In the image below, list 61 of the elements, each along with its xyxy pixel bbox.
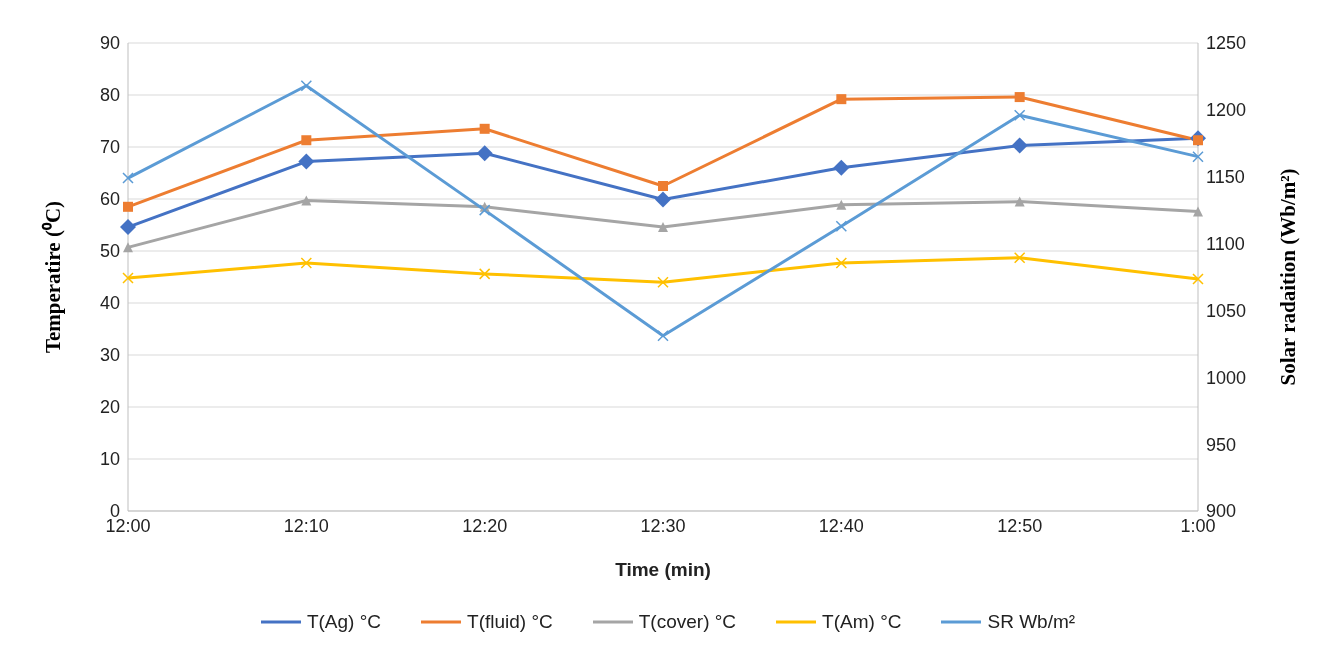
point [122, 272, 134, 284]
y2-tick-label: 1150 [1206, 167, 1245, 188]
y-tick-label: 20 [99, 397, 120, 418]
point [658, 222, 668, 233]
point [478, 204, 491, 216]
y2-tick-label: 950 [1206, 434, 1237, 455]
point [835, 257, 848, 269]
y2-tick-label: 1200 [1206, 100, 1247, 121]
point [1192, 150, 1204, 163]
y2-tick-label: 1250 [1206, 33, 1247, 54]
point [836, 199, 847, 210]
legend-label: SR Wb/m² [986, 611, 1076, 633]
legend-label: T(fluid) °C [466, 611, 553, 633]
legend-label: T(Am) °C [821, 611, 902, 633]
x-tick-label: 12:30 [640, 515, 686, 536]
x-axis-title: Time (min) [615, 559, 711, 580]
x-tick-label: 12:10 [283, 515, 329, 536]
y-axis-title: Temperatire (⁰C) [41, 200, 66, 354]
y-tick-label: 80 [99, 85, 120, 106]
point [658, 181, 668, 191]
point [833, 159, 850, 176]
y-tick-label: 60 [99, 189, 120, 210]
point [300, 257, 313, 269]
point [120, 219, 136, 236]
point [835, 220, 848, 232]
point [657, 276, 669, 288]
point [298, 153, 315, 170]
point [1013, 109, 1026, 121]
y-tick-label: 50 [99, 241, 120, 262]
x-tick-label: 12:40 [818, 515, 864, 536]
y2-tick-label: 1100 [1206, 233, 1245, 254]
point [476, 145, 493, 162]
y-tick-label: 30 [99, 345, 120, 366]
point [301, 135, 312, 146]
point [479, 123, 490, 134]
point [123, 201, 133, 212]
point [1011, 137, 1028, 154]
point [1014, 92, 1025, 103]
legend-label: T(cover) °C [637, 611, 737, 633]
point [123, 242, 133, 253]
y2-tick-label: 1050 [1206, 300, 1247, 321]
x-tick-label: 12:20 [462, 515, 508, 536]
legend-label: T(Ag) °C [305, 611, 382, 633]
point [300, 80, 313, 92]
point [478, 268, 491, 280]
y-tick-label: 90 [99, 33, 120, 54]
x-tick-label: 12:50 [997, 515, 1043, 536]
point [1013, 252, 1026, 264]
point [1192, 273, 1204, 285]
y2-axis-title: Solar radaition (Wb/m²) [1276, 168, 1301, 386]
y-tick-label: 40 [99, 293, 120, 314]
point [1014, 196, 1025, 207]
y-tick-label: 10 [99, 449, 120, 470]
point [122, 172, 134, 184]
y2-tick-label: 1000 [1206, 367, 1247, 388]
point [655, 191, 671, 208]
point [301, 195, 312, 206]
point [1193, 206, 1203, 217]
y-tick-label: 70 [99, 137, 120, 158]
point [836, 94, 847, 105]
point [657, 330, 669, 342]
